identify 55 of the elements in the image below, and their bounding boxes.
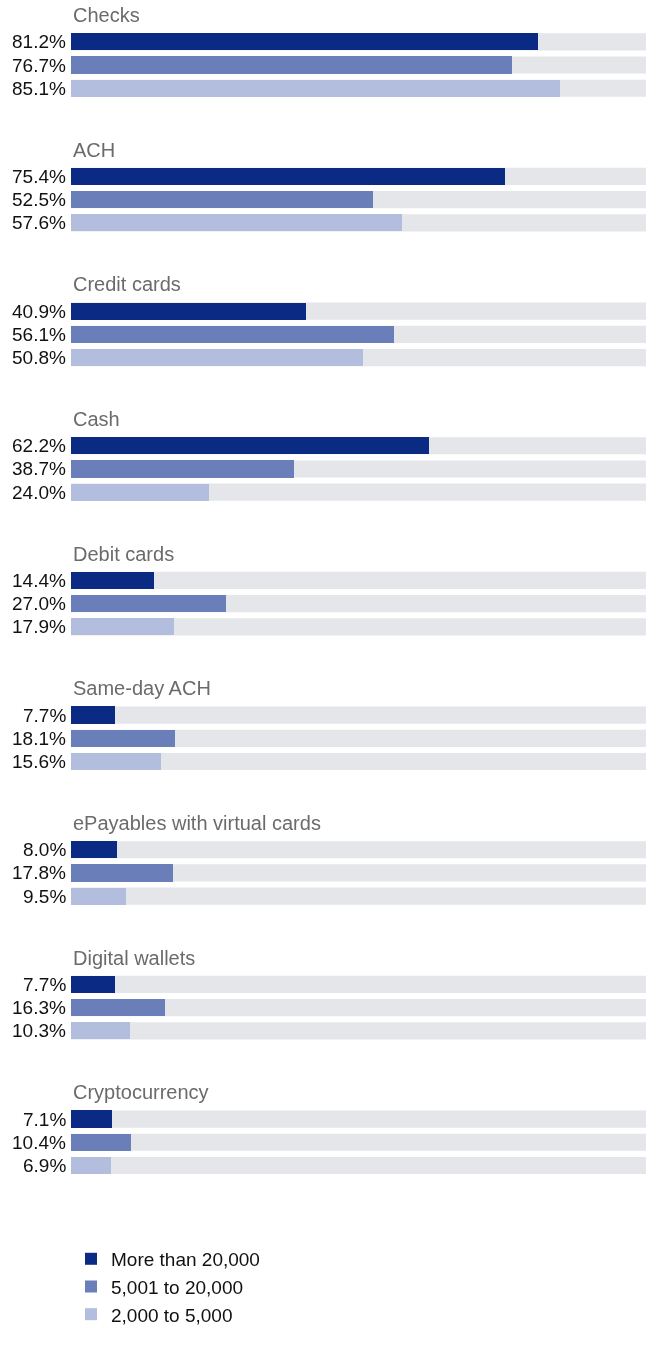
data-label: 24.0% [12,482,66,503]
data-label: 16.3% [12,997,66,1018]
y-tick-label: ePayables with virtual cards [73,812,321,834]
data-label: 75.4% [12,166,66,187]
bar [71,888,126,905]
y-tick-label: Same-day ACH [73,677,211,699]
y-tick-label: Cryptocurrency [73,1081,209,1103]
data-label: 85.1% [12,78,66,99]
data-label: 81.2% [12,31,66,52]
bar [71,1110,112,1128]
bar [71,618,174,635]
data-label: 62.2% [12,435,66,456]
data-label: 18.1% [12,728,66,749]
bar [71,976,115,993]
data-label: 56.1% [12,324,66,345]
y-tick-label: Credit cards [73,273,181,295]
data-label: 6.9% [23,1155,67,1176]
data-label: 10.4% [12,1132,66,1153]
bar [71,706,115,724]
y-tick-label: Digital wallets [73,947,196,969]
y-tick-label: Cash [73,408,120,430]
data-label: 27.0% [12,593,66,614]
data-label: 7.1% [23,1109,67,1130]
bar [71,595,226,612]
bar [71,484,209,501]
bar [71,841,117,858]
bar [71,1022,130,1039]
legend-label: 5,001 to 20,000 [111,1276,244,1298]
data-label: 15.6% [12,751,66,772]
legend-label: More than 20,000 [111,1249,260,1271]
data-label: 38.7% [12,458,66,479]
data-label: 8.0% [23,839,67,860]
data-label: 52.5% [12,189,66,210]
data-label: 14.4% [12,570,66,591]
bar [71,1134,131,1151]
bar [71,1157,111,1174]
data-label: 50.8% [12,347,66,368]
data-label: 40.9% [12,301,66,322]
data-label: 17.8% [12,862,66,883]
data-label: 7.7% [23,974,67,995]
bar [71,864,173,882]
data-label: 57.6% [12,212,66,233]
data-label: 17.9% [12,616,66,637]
data-label: 76.7% [12,55,66,76]
data-label: 10.3% [12,1020,66,1041]
data-label: 9.5% [23,886,67,907]
y-tick-label: Debit cards [73,543,175,565]
bar [71,730,175,747]
bar [71,753,161,770]
data-label: 7.7% [23,705,67,726]
y-tick-label: ACH [73,139,116,161]
y-tick-label: Checks [73,4,140,26]
bar [71,999,165,1016]
legend-label: 2,000 to 5,000 [111,1304,233,1326]
bar [71,572,154,589]
